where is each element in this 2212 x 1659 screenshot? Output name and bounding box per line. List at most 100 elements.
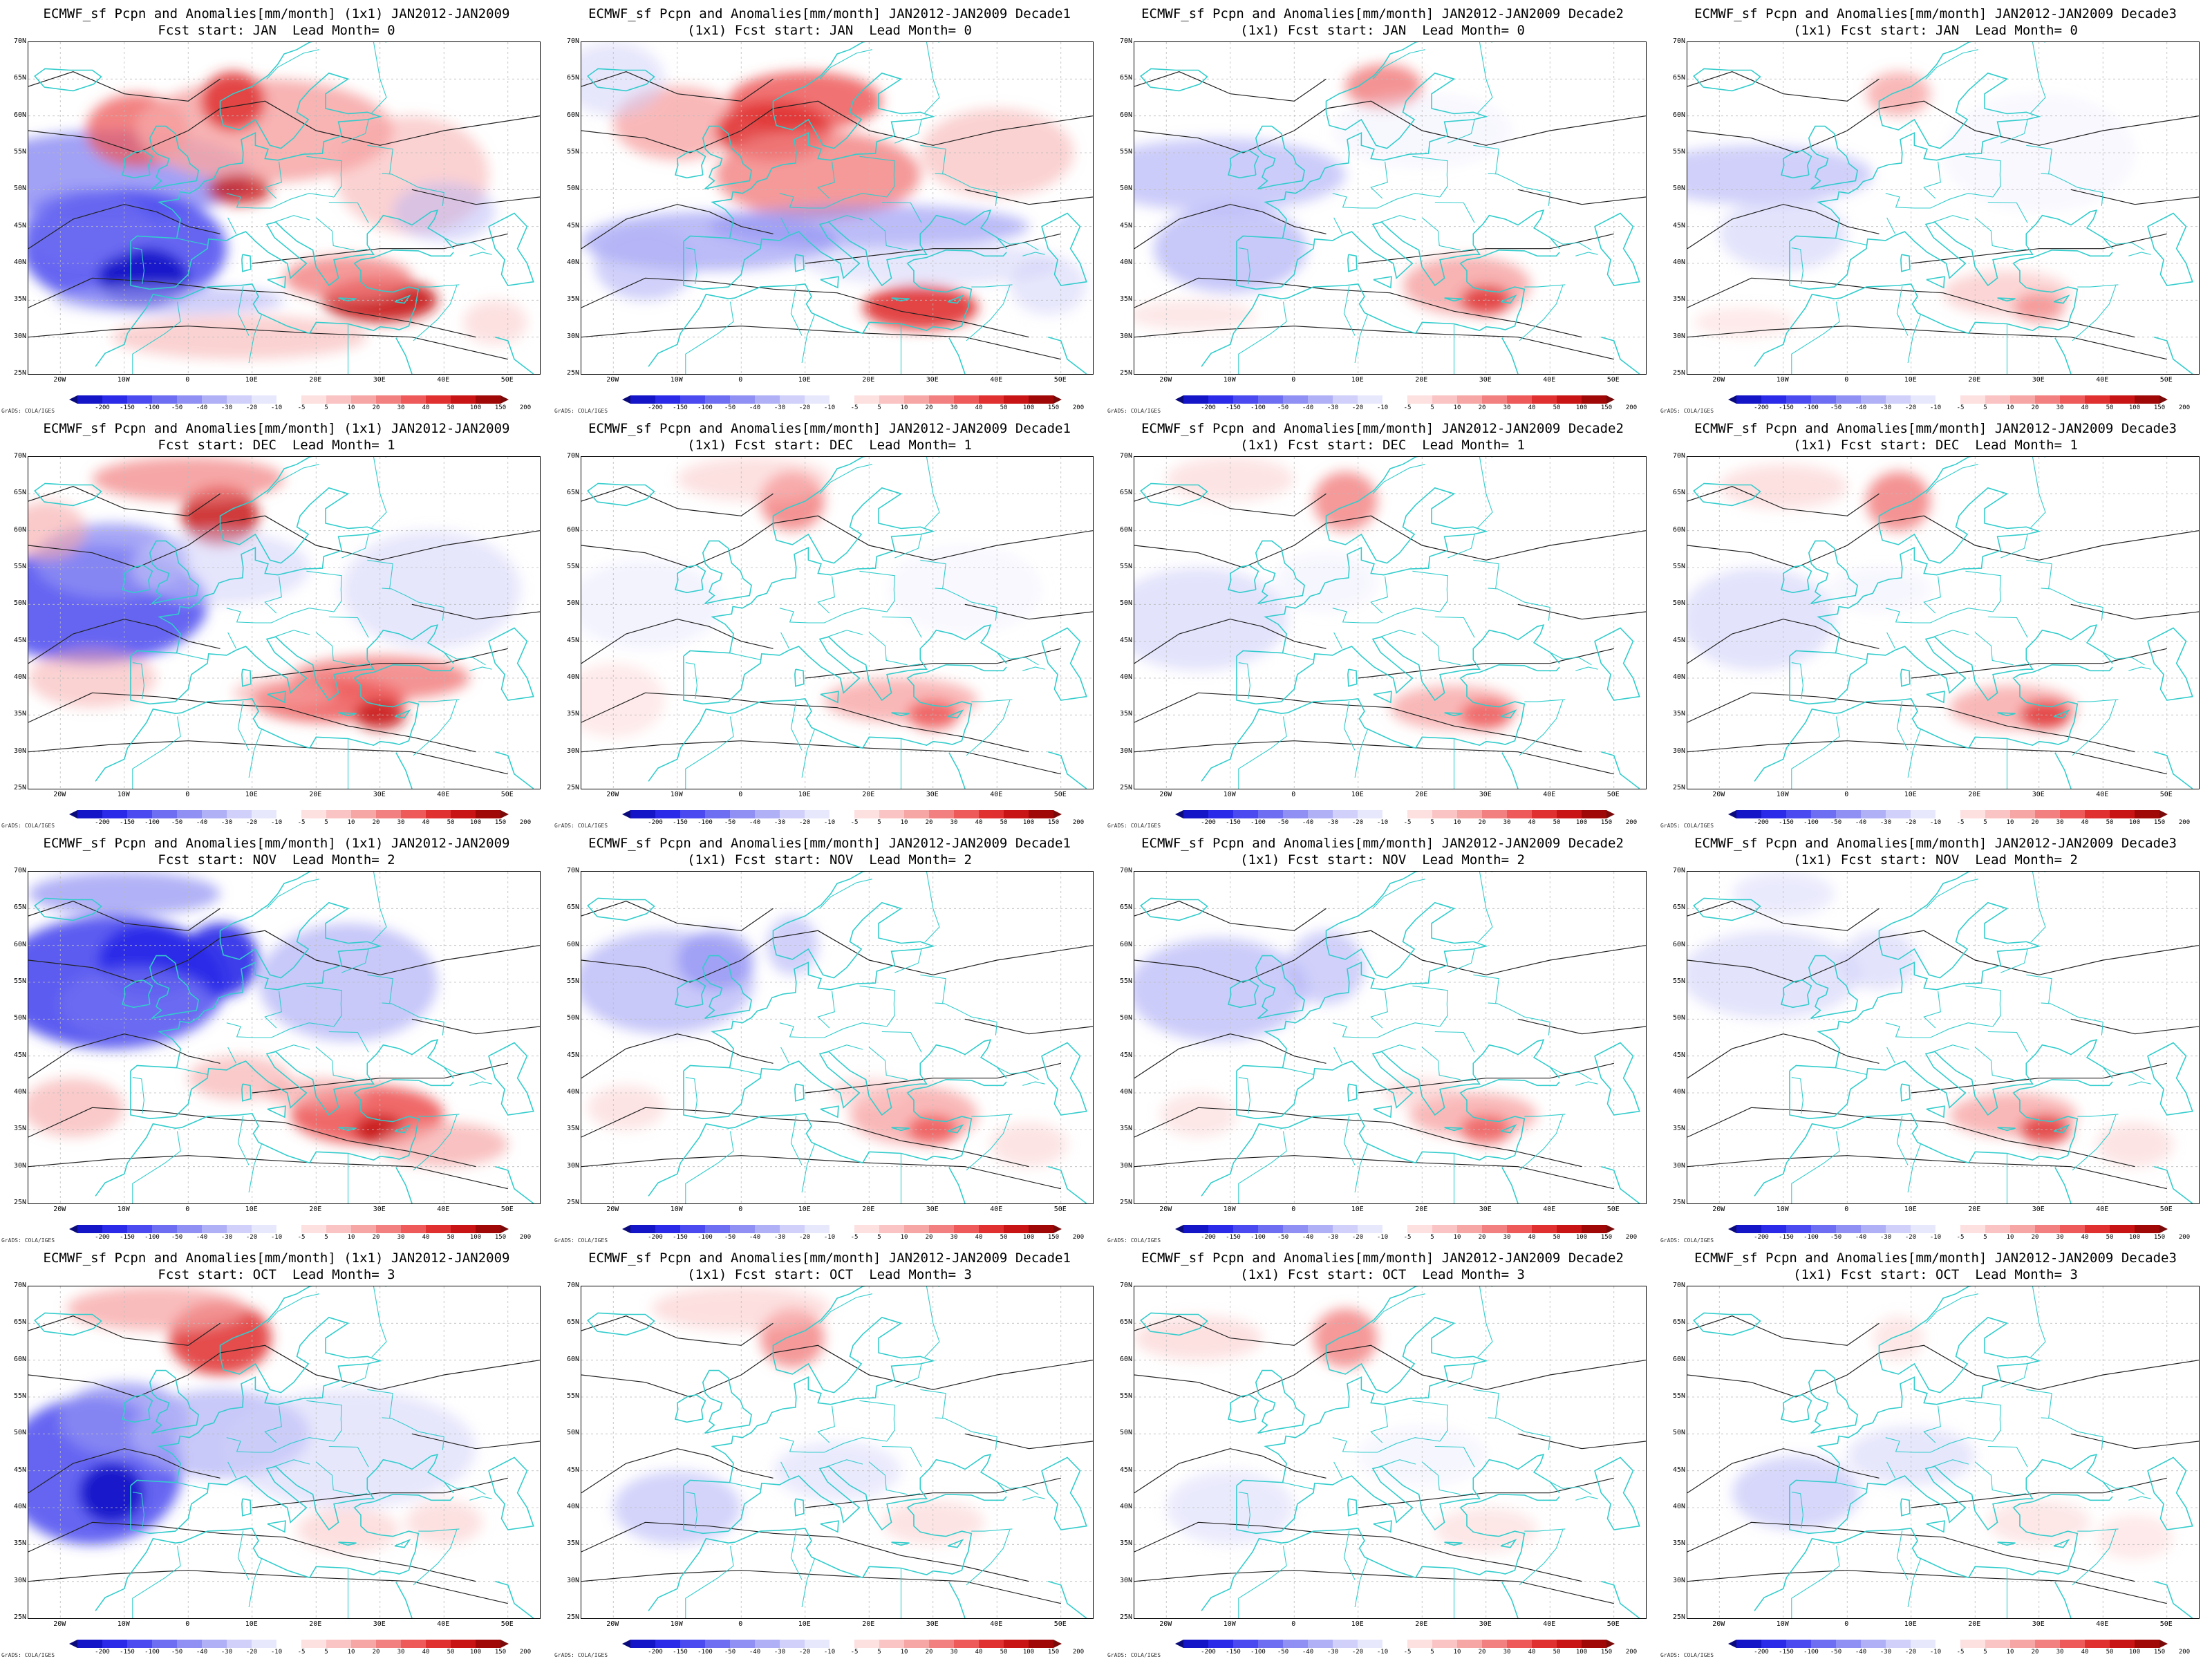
colorbar-swatch (401, 810, 426, 818)
colorbar-tick-label: 50 (1553, 1234, 1561, 1241)
colorbar-swatch (2110, 1225, 2135, 1233)
longitude-label: 10W (670, 1206, 683, 1213)
longitude-label: 30E (1479, 1620, 1492, 1628)
colorbar-tick-label: 150 (1047, 1234, 1060, 1241)
longitude-label: 40E (437, 1620, 450, 1628)
colorbar-arrow-right (2159, 810, 2168, 818)
colorbar-swatch (1482, 1225, 1507, 1233)
colorbar-swatch (630, 810, 655, 818)
longitude-label: 0 (185, 376, 190, 384)
panel-title: ECMWF_sf Pcpn and Anomalies[mm/month] JA… (1141, 421, 1624, 436)
latitude-label: 35N (1672, 295, 1685, 303)
colorbar-swatch (1507, 1225, 1532, 1233)
colorbar-tick-label: -10 (1376, 1234, 1389, 1241)
colorbar-tick-label: 5 (1983, 819, 1987, 826)
colorbar-arrow-right (500, 1225, 509, 1233)
colorbar-swatch (1985, 1640, 2010, 1648)
colorbar-swatch (830, 1225, 854, 1233)
colorbar-tick-label: 200 (1072, 404, 1085, 411)
latitude-label: 30N (566, 747, 579, 755)
longitude-label: 20E (1415, 376, 1428, 384)
colorbar-swatch (1861, 810, 1886, 818)
colorbar-tick-label: 200 (2178, 404, 2191, 411)
panel-subtitle: (1x1) Fcst start: OCT Lead Month= 3 (1240, 1267, 1525, 1282)
latitude-label: 25N (1119, 1199, 1132, 1206)
colorbar-tick-label: -20 (798, 1234, 811, 1241)
colorbar-tick-label: 150 (494, 819, 507, 826)
colorbar-tick-label: 200 (2178, 1649, 2191, 1656)
colorbar-tick-label: -10 (270, 404, 283, 411)
colorbar-tick-label: 150 (1600, 819, 1613, 826)
colorbar-tick-label: 20 (372, 1234, 380, 1241)
colorbar-tick-label: 200 (1625, 1649, 1638, 1656)
colorbar-tick-label: -200 (1201, 404, 1216, 411)
colorbar-swatch (1761, 1225, 1786, 1233)
latitude-label: 40N (1672, 259, 1685, 266)
longitude-label: 10E (1904, 791, 1917, 798)
colorbar-swatch (351, 1225, 376, 1233)
colorbar-swatch (2085, 1225, 2110, 1233)
latitude-label: 60N (1672, 111, 1685, 119)
longitude-label: 0 (1291, 376, 1296, 384)
latitude-label: 25N (566, 1613, 579, 1621)
colorbar-swatch (476, 395, 500, 404)
latitude-label: 50N (1119, 185, 1132, 193)
latitude-label: 35N (1672, 710, 1685, 718)
colorbar-swatch (1557, 810, 1582, 818)
colorbar-tick-label: 50 (2106, 819, 2114, 826)
colorbar-tick-label: -150 (1779, 819, 1794, 826)
colorbar-tick-label: -100 (1250, 819, 1266, 826)
colorbar-swatch (1960, 1225, 1985, 1233)
map-area (581, 456, 1094, 789)
colorbar-swatch (1985, 1225, 2010, 1233)
colorbar-swatch (1004, 1640, 1029, 1648)
colorbar-tick-label: 10 (347, 1649, 355, 1656)
colorbar-tick-label: -10 (1929, 404, 1942, 411)
colorbar-swatch (954, 395, 979, 404)
colorbar-tick-label: -50 (1830, 819, 1842, 826)
grads-credit: GrADS: COLA/IGES (1, 823, 55, 829)
colorbar-tick-label: -20 (798, 404, 811, 411)
colorbar-tick-label: 10 (900, 1649, 908, 1656)
colorbar-swatch (1482, 810, 1507, 818)
latitude-label: 35N (13, 1539, 26, 1548)
colorbar-tick-label: 150 (494, 1234, 507, 1241)
colorbar-swatch (780, 395, 805, 404)
colorbar-tick-label: 5 (877, 1234, 881, 1241)
latitude-label: 65N (13, 489, 26, 497)
longitude-label: 20W (606, 791, 619, 798)
longitude-label: 50E (1606, 1620, 1620, 1628)
grads-credit: GrADS: COLA/IGES (554, 1652, 608, 1658)
colorbar-tick-label: -30 (221, 819, 233, 826)
colorbar-swatch (77, 395, 102, 404)
colorbar-tick-label: 5 (324, 819, 328, 826)
colorbar-swatch (2035, 810, 2060, 818)
colorbar-swatch (326, 1640, 351, 1648)
colorbar-swatch (1811, 1640, 1836, 1648)
longitude-label: 10E (1904, 1620, 1917, 1628)
colorbar-swatch (2010, 1640, 2035, 1648)
map-area (581, 41, 1094, 375)
colorbar-tick-label: 100 (469, 1649, 482, 1656)
colorbar-swatch (1836, 1640, 1861, 1648)
colorbar-swatch (1258, 810, 1283, 818)
colorbar-tick-label: 5 (1430, 1649, 1434, 1656)
colorbar-tick-label: 200 (519, 819, 532, 826)
colorbar-swatch (152, 810, 177, 818)
colorbar-swatch (1004, 810, 1029, 818)
colorbar-tick-label: -20 (245, 1234, 258, 1241)
colorbar-tick-label: 30 (1503, 819, 1511, 826)
latitude-label: 35N (1119, 1125, 1132, 1133)
colorbar-swatch (755, 395, 780, 404)
longitude-label: 0 (738, 791, 743, 798)
latitude-label: 35N (1672, 1125, 1685, 1133)
colorbar-swatch (376, 1225, 401, 1233)
colorbar-tick-label: -30 (1880, 819, 1892, 826)
colorbar-tick-label: -30 (1327, 1234, 1339, 1241)
longitude-label: 20E (862, 376, 875, 384)
colorbar-swatch (301, 395, 326, 404)
colorbar-swatch (77, 1225, 102, 1233)
colorbar-tick-label: -100 (697, 1234, 713, 1241)
colorbar-swatch (2085, 395, 2110, 404)
colorbar-swatch (1960, 395, 1985, 404)
